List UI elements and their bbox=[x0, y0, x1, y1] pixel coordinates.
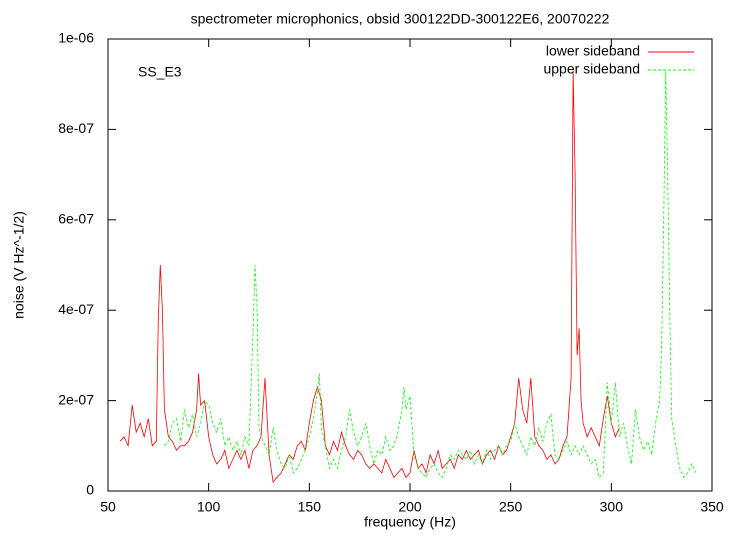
chart-title: spectrometer microphonics, obsid 300122D… bbox=[191, 11, 610, 27]
x-tick-label: 250 bbox=[499, 499, 523, 515]
x-tick-label: 200 bbox=[398, 499, 422, 515]
y-tick-label: 2e-07 bbox=[58, 391, 94, 407]
y-tick-label: 1e-06 bbox=[58, 30, 94, 46]
line-series bbox=[119, 70, 620, 483]
line-series bbox=[164, 70, 697, 479]
y-tick-label: 0 bbox=[86, 482, 94, 498]
y-axis-label: noise (V Hz^-1/2) bbox=[11, 211, 27, 319]
x-tick-label: 350 bbox=[700, 499, 724, 515]
x-tick-label: 50 bbox=[100, 499, 116, 515]
legend-label: upper sideband bbox=[543, 61, 640, 77]
x-tick-label: 100 bbox=[197, 499, 221, 515]
x-tick-label: 300 bbox=[600, 499, 624, 515]
y-tick-label: 4e-07 bbox=[58, 301, 94, 317]
y-tick-label: 8e-07 bbox=[58, 120, 94, 136]
x-tick-label: 150 bbox=[298, 499, 322, 515]
annotation: SS_E3 bbox=[138, 64, 182, 80]
plot-border bbox=[107, 38, 713, 492]
x-axis-label: frequency (Hz) bbox=[364, 514, 456, 530]
y-tick-label: 6e-07 bbox=[58, 211, 94, 227]
legend-label: lower sideband bbox=[546, 43, 640, 59]
